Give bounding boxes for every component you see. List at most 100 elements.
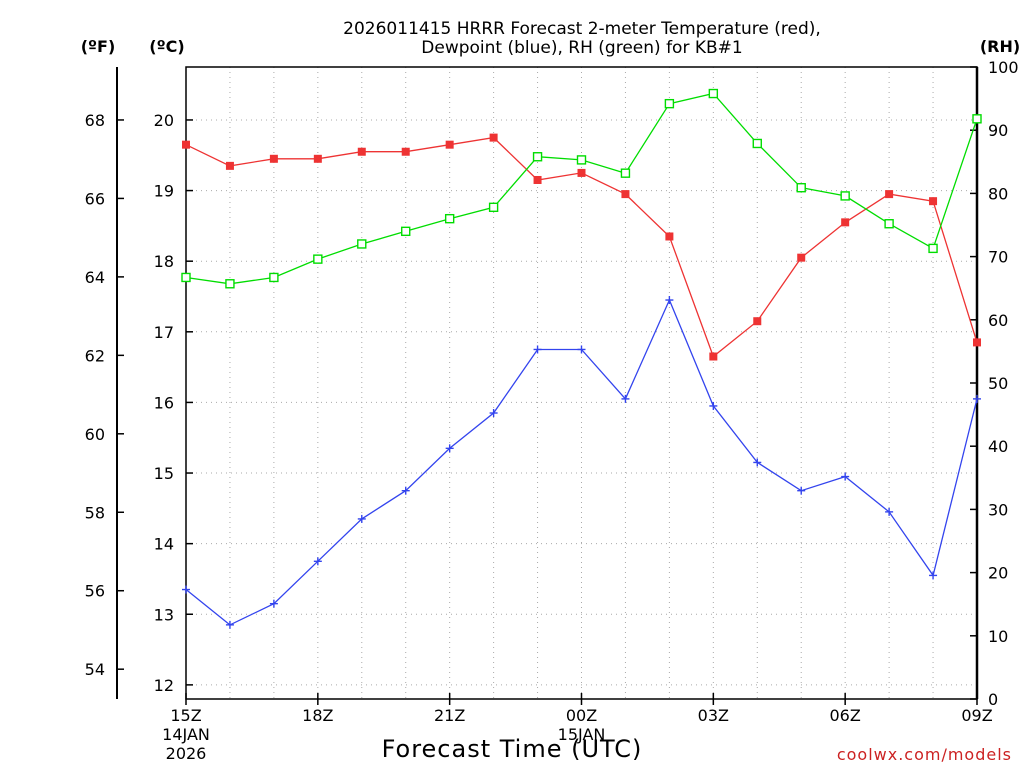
point-dewpoint — [489, 409, 498, 418]
chart-subtitle: Dewpoint (blue), RH (green) for KB#1 — [421, 38, 742, 58]
credit-text: coolwx.com/models — [837, 745, 1012, 764]
x-tick-label: 2026 — [166, 744, 207, 763]
fahrenheit-tick-label: 68 — [85, 111, 105, 130]
chart-title: 2026011415 HRRR Forecast 2-meter Tempera… — [343, 19, 821, 39]
x-tick-label: 06Z — [830, 706, 861, 725]
point-temperature — [357, 147, 366, 156]
celsius-tick-label: 16 — [154, 393, 174, 412]
rh-tick-label: 100 — [988, 58, 1019, 77]
point-temperature — [841, 218, 850, 227]
point-temperature — [709, 352, 718, 361]
celsius-tick-label: 18 — [154, 252, 174, 271]
point-temperature — [577, 168, 586, 177]
point-dewpoint — [357, 514, 366, 523]
point-rh — [752, 138, 762, 149]
x-tick-label: 09Z — [961, 706, 992, 725]
rh-tick-label: 10 — [988, 627, 1008, 646]
point-dewpoint — [753, 458, 762, 467]
point-dewpoint — [445, 444, 454, 453]
x-tick-label: 18Z — [302, 706, 333, 725]
point-temperature — [182, 140, 190, 149]
point-rh — [225, 279, 235, 289]
point-temperature — [753, 317, 762, 326]
point-rh — [444, 213, 455, 224]
point-temperature — [665, 232, 674, 241]
point-rh — [796, 183, 806, 193]
point-temperature — [885, 190, 894, 199]
rh-tick-label: 0 — [988, 690, 998, 709]
point-dewpoint — [929, 571, 938, 580]
rh-tick-label: 40 — [988, 437, 1008, 456]
point-rh — [664, 98, 675, 109]
celsius-unit-label: (ºC) — [149, 37, 184, 56]
point-temperature — [929, 197, 938, 206]
fahrenheit-tick-label: 56 — [85, 582, 105, 601]
point-dewpoint — [533, 345, 542, 354]
x-tick-label: 15JAN — [558, 725, 606, 744]
x-tick-label: 00Z — [566, 706, 597, 725]
point-temperature — [973, 338, 981, 347]
rh-tick-label: 30 — [988, 500, 1008, 519]
celsius-tick-label: 15 — [154, 464, 174, 483]
point-rh — [181, 272, 191, 283]
point-rh — [708, 88, 719, 99]
point-temperature — [445, 140, 454, 149]
point-rh — [401, 226, 411, 237]
fahrenheit-tick-label: 62 — [85, 346, 105, 365]
fahrenheit-tick-label: 66 — [85, 189, 105, 208]
point-rh — [576, 155, 587, 165]
point-temperature — [269, 154, 278, 163]
x-tick-label: 21Z — [434, 706, 465, 725]
point-temperature — [797, 253, 806, 262]
point-dewpoint — [709, 401, 718, 410]
rh-unit-label: (RH) — [980, 37, 1020, 56]
x-axis-label: Forecast Time (UTC) — [382, 735, 643, 763]
point-temperature — [621, 190, 630, 199]
point-rh — [840, 191, 850, 201]
point-dewpoint — [973, 394, 981, 403]
point-temperature — [533, 175, 542, 184]
rh-tick-label: 80 — [988, 184, 1008, 203]
celsius-tick-label: 12 — [154, 676, 174, 695]
x-tick-label: 03Z — [698, 706, 729, 725]
fahrenheit-tick-label: 60 — [85, 425, 105, 444]
x-tick-label: 14JAN — [162, 725, 210, 744]
point-rh — [928, 243, 938, 254]
point-dewpoint — [665, 296, 674, 305]
point-rh — [313, 254, 323, 264]
series-layer — [181, 88, 982, 629]
point-rh — [357, 239, 367, 249]
point-rh — [532, 152, 543, 162]
point-dewpoint — [269, 599, 278, 608]
rh-tick-label: 70 — [988, 248, 1008, 267]
celsius-tick-label: 17 — [154, 323, 174, 342]
point-dewpoint — [182, 585, 190, 594]
celsius-tick-label: 20 — [154, 111, 174, 130]
point-dewpoint — [225, 620, 234, 629]
point-dewpoint — [401, 486, 410, 495]
point-temperature — [313, 154, 322, 163]
x-tick-label: 15Z — [170, 706, 201, 725]
point-rh — [620, 168, 631, 178]
point-temperature — [489, 133, 498, 142]
point-rh — [972, 114, 982, 124]
fahrenheit-tick-label: 58 — [85, 503, 105, 522]
rh-tick-label: 50 — [988, 374, 1008, 393]
point-rh — [884, 219, 894, 229]
point-rh — [488, 202, 499, 213]
fahrenheit-unit-label: (ºF) — [81, 37, 116, 56]
point-temperature — [401, 147, 410, 156]
point-dewpoint — [577, 345, 586, 354]
fahrenheit-tick-label: 64 — [85, 268, 105, 287]
point-temperature — [225, 161, 234, 170]
celsius-tick-label: 13 — [154, 605, 174, 624]
point-rh — [269, 272, 279, 283]
celsius-tick-label: 19 — [154, 182, 174, 201]
rh-tick-label: 20 — [988, 564, 1008, 583]
point-dewpoint — [841, 472, 850, 481]
point-dewpoint — [797, 486, 806, 495]
rh-tick-label: 90 — [988, 121, 1008, 140]
axes: 54 56 58 60 62 64 66 68 12 13 14 15 16 17 18 19 20 0 10 20 3… — [85, 58, 1019, 763]
